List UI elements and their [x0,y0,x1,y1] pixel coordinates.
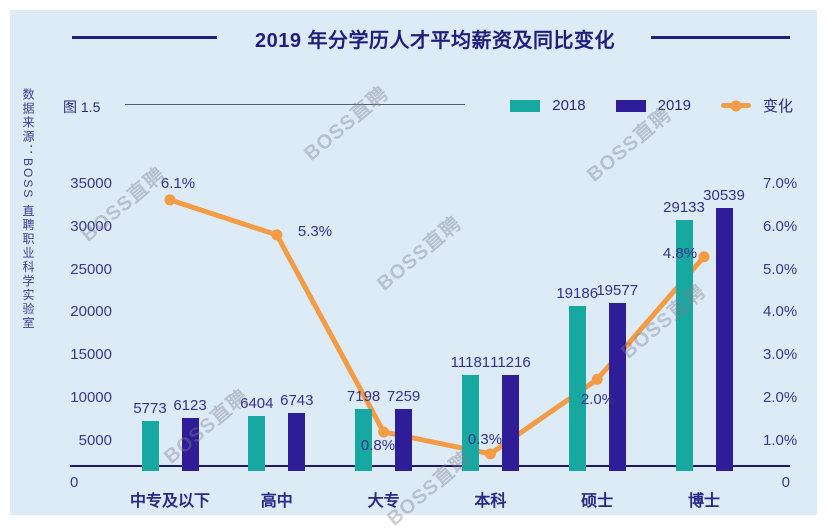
bar-2019 [288,413,306,471]
legend-swatch-2019 [615,99,646,112]
bar-value-label: 19577 [596,281,639,299]
figure-divider-line [125,104,465,105]
change-point-marker [378,426,390,438]
y-axis-tick-label: 10000 [70,389,112,407]
change-point-label: 0.8% [360,437,396,454]
pct-axis-tick-label: 5.0% [763,260,798,278]
y-axis-zero-label: 0 [70,474,79,491]
title-rule-right [651,36,790,39]
bar-value-label: 29133 [663,199,705,217]
source-note: 数据来源：BOSS 直聘职业科学实验室 [21,88,35,331]
change-point-marker [164,194,176,206]
figure-label: 图 1.5 [63,99,101,115]
bar-value-label: 5773 [133,400,167,418]
legend-line-marker-icon [720,100,751,111]
pct-axis-tick-label: 6.0% [763,217,798,235]
category-label: 本科 [474,493,507,510]
bar-2018 [355,409,373,471]
change-line-chart [164,194,710,460]
legend-label-2019: 2019 [657,97,691,114]
category-label: 中专及以下 [129,493,210,510]
page-title: 2019 年分学历人才平均薪资及同比变化 [254,30,616,52]
change-point-marker [591,373,603,385]
y-axis-tick-label: 25000 [70,260,112,278]
pct-axis-tick-label: 3.0% [763,346,798,364]
bar-2018 [461,374,479,471]
bar-value-label: 19186 [556,285,599,302]
bar-2019 [181,418,199,471]
x-axis-line [70,465,790,467]
pct-axis-tick-label: 4.0% [763,303,798,321]
legend-label-2018: 2018 [552,97,586,114]
bar-value-label: 6743 [280,392,314,409]
bar-value-label: 6123 [173,397,207,415]
pct-axis-tick-label: 2.0% [763,389,798,407]
y-axis-tick-label: 30000 [70,217,112,235]
legend-label-change: 变化 [762,98,793,115]
category-label: 大专 [367,493,400,510]
bar-2019 [608,302,626,471]
legend: 2018 2019 变化 [510,95,793,116]
bar-value-label: 6404 [240,394,274,412]
change-point-label: 6.1% [160,175,196,192]
bar-value-label: 11181 [450,353,491,371]
bar-2018 [675,220,693,471]
y-axis-tick-label: 5000 [78,431,112,449]
bar-value-label: 7259 [386,387,421,405]
bar-2018 [248,415,266,471]
y-axis-tick-label: 20000 [70,303,112,321]
change-point-label: 0.3% [467,431,503,448]
category-label: 高中 [260,493,293,510]
bar-2018 [141,421,159,471]
pct-axis-zero-label: 0 [781,474,790,491]
change-point-label: 5.3% [297,223,333,240]
y-axis-tick-label: 15000 [70,346,112,364]
category-label: 博士 [687,493,720,510]
bar-value-label: 11216 [490,353,531,371]
bar-2019 [501,374,519,471]
change-point-label: 2.0% [580,391,616,408]
pct-axis-tick-label: 1.0% [763,431,798,449]
change-point-label: 4.8% [662,245,698,262]
bar-2019 [715,208,733,471]
y-axis-tick-label: 35000 [70,175,112,192]
legend-dot-icon [730,100,742,111]
change-point-marker [271,229,283,241]
bar-2019 [395,408,413,471]
plot-area: 35000 30000 25000 20000 15000 10000 5000 7.0% 6.… [10,10,817,515]
change-point-marker [484,448,496,460]
category-label: 硕士 [581,493,614,510]
legend-swatch-2018 [510,99,541,112]
title-rule-left [72,36,217,39]
bar-2018 [568,306,586,471]
bar-value-label: 30539 [703,187,745,205]
bar-value-label: 7198 [346,388,381,406]
chart-card: 2019 年分学历人才平均薪资及同比变化 图 1.5 2018 2019 变化 … [10,10,817,530]
pct-axis-tick-label: 7.0% [763,175,798,192]
change-point-marker [698,251,710,263]
